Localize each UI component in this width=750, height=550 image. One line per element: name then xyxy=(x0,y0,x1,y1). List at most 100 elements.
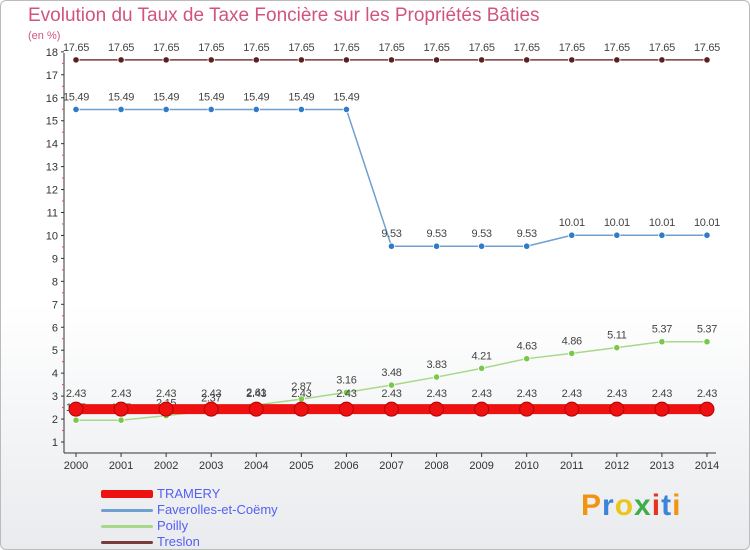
legend-label-treslon: Treslon xyxy=(157,534,200,549)
series-point-faverolles-et-co-my-2003 xyxy=(207,105,215,114)
data-label-tramery-2007: 2.43 xyxy=(381,388,401,400)
y-unit-label: (en %) xyxy=(28,30,61,42)
series-point-treslon-2001 xyxy=(117,56,125,64)
data-label-poilly-2006: 3.16 xyxy=(336,374,356,386)
series-point-poilly-2009 xyxy=(478,364,486,372)
series-point-poilly-2013 xyxy=(658,338,666,346)
y-tick-label-8: 8 xyxy=(52,276,58,288)
y-tick-label-11: 11 xyxy=(47,208,58,220)
data-label-poilly-2007: 3.48 xyxy=(381,367,401,379)
y-tick-label-9: 9 xyxy=(52,253,58,265)
data-label-treslon-2001: 17.65 xyxy=(108,42,134,54)
series-point-treslon-2009 xyxy=(478,56,486,64)
data-label-treslon-2008: 17.65 xyxy=(424,42,450,54)
data-label-faverolles-et-co-my-2003: 15.49 xyxy=(198,91,224,103)
series-point-tramery-2009 xyxy=(474,401,490,417)
y-tick-label-18: 18 xyxy=(46,47,58,59)
series-point-treslon-2010 xyxy=(523,56,531,64)
data-label-faverolles-et-co-my-2009: 9.53 xyxy=(472,228,492,240)
series-point-treslon-2007 xyxy=(387,56,396,64)
brand-letter: x xyxy=(634,489,652,522)
series-point-tramery-2006 xyxy=(338,401,354,417)
data-label-poilly-2014: 5.37 xyxy=(697,324,717,336)
series-point-tramery-2008 xyxy=(429,401,445,417)
series-point-poilly-2000 xyxy=(72,416,80,424)
series-point-faverolles-et-co-my-2009 xyxy=(478,242,486,250)
series-point-faverolles-et-co-my-2004 xyxy=(252,105,260,114)
y-tick-label-12: 12 xyxy=(46,185,58,197)
data-label-treslon-2013: 17.65 xyxy=(649,42,675,54)
brand-logo: Proxiti xyxy=(581,489,681,523)
data-label-treslon-2004: 17.65 xyxy=(243,42,269,54)
y-tick-label-3: 3 xyxy=(52,391,58,403)
series-point-tramery-2011 xyxy=(564,401,580,417)
x-tick-label-2011: 2011 xyxy=(560,460,584,472)
series-point-tramery-2010 xyxy=(519,401,535,417)
chart-title: Evolution du Taux de Taxe Foncière sur l… xyxy=(28,5,540,26)
data-label-tramery-2014: 2.43 xyxy=(697,388,717,400)
x-tick-label-2000: 2000 xyxy=(64,460,88,472)
series-point-treslon-2013 xyxy=(658,56,666,64)
data-label-tramery-2012: 2.43 xyxy=(607,388,627,400)
series-point-poilly-2012 xyxy=(613,344,621,352)
series-point-tramery-2013 xyxy=(654,401,670,417)
data-label-faverolles-et-co-my-2000: 15.49 xyxy=(63,91,89,103)
data-label-tramery-2000: 2.43 xyxy=(66,388,86,400)
series-point-treslon-2005 xyxy=(297,56,305,64)
x-tick-label-2002: 2002 xyxy=(154,460,178,472)
x-tick-label-2014: 2014 xyxy=(695,460,719,472)
data-label-poilly-2005: 2.87 xyxy=(291,381,311,393)
x-tick-label-2004: 2004 xyxy=(244,460,268,472)
y-tick-label-4: 4 xyxy=(52,368,58,380)
series-point-poilly-2006 xyxy=(342,388,351,397)
y-tick-label-7: 7 xyxy=(52,299,58,311)
series-point-treslon-2006 xyxy=(342,56,351,64)
data-label-faverolles-et-co-my-2004: 15.49 xyxy=(243,91,269,103)
data-label-treslon-2014: 17.65 xyxy=(694,42,720,54)
series-point-faverolles-et-co-my-2006 xyxy=(342,105,351,114)
series-point-tramery-2014 xyxy=(699,401,715,417)
data-label-tramery-2008: 2.43 xyxy=(426,388,446,400)
series-point-poilly-2007 xyxy=(387,381,396,389)
legend-swatch-tramery xyxy=(101,490,153,498)
series-point-treslon-2000 xyxy=(72,56,80,64)
x-tick-label-2013: 2013 xyxy=(650,460,674,472)
data-label-treslon-2007: 17.65 xyxy=(378,42,404,54)
data-label-tramery-2001: 2.43 xyxy=(111,388,131,400)
series-point-tramery-2004 xyxy=(248,401,264,417)
data-label-tramery-2006: 2.43 xyxy=(336,388,356,400)
legend-swatch-faverolles-et-co-my xyxy=(101,508,153,512)
data-label-treslon-2006: 17.65 xyxy=(333,42,359,54)
data-label-poilly-2013: 5.37 xyxy=(652,324,672,336)
brand-letter: o xyxy=(614,489,635,522)
series-point-tramery-2012 xyxy=(609,401,625,417)
y-tick-label-10: 10 xyxy=(46,230,58,242)
series-point-poilly-2008 xyxy=(432,373,441,381)
legend-label-faverolles-et-co-my: Faverolles-et-Coëmy xyxy=(157,502,278,517)
brand-letter: i xyxy=(672,489,682,522)
data-label-faverolles-et-co-my-2014: 10.01 xyxy=(694,217,720,229)
series-point-faverolles-et-co-my-2012 xyxy=(613,231,621,239)
series-point-faverolles-et-co-my-2005 xyxy=(297,105,305,114)
data-label-tramery-2004: 2.43 xyxy=(246,388,266,400)
data-label-faverolles-et-co-my-2007: 9.53 xyxy=(381,228,401,240)
series-point-faverolles-et-co-my-2001 xyxy=(117,105,125,114)
series-point-treslon-2003 xyxy=(207,56,215,64)
data-label-faverolles-et-co-my-2008: 9.53 xyxy=(426,228,446,240)
series-point-tramery-2003 xyxy=(203,401,219,417)
data-label-faverolles-et-co-my-2001: 15.49 xyxy=(108,91,134,103)
series-point-tramery-2007 xyxy=(383,401,399,417)
data-label-faverolles-et-co-my-2010: 9.53 xyxy=(517,228,537,240)
data-label-poilly-2004: 2.61 xyxy=(246,387,266,399)
data-label-treslon-2002: 17.65 xyxy=(153,42,179,54)
data-label-tramery-2003: 2.43 xyxy=(201,388,221,400)
data-label-poilly-2003: 2.37 xyxy=(201,393,221,405)
legend-swatch-poilly xyxy=(101,524,153,528)
x-tick-label-2008: 2008 xyxy=(424,460,448,472)
x-tick-label-2010: 2010 xyxy=(514,460,538,472)
series-point-faverolles-et-co-my-2002 xyxy=(162,105,170,114)
series-point-poilly-2001 xyxy=(117,416,125,424)
x-tick-label-2012: 2012 xyxy=(605,460,629,472)
